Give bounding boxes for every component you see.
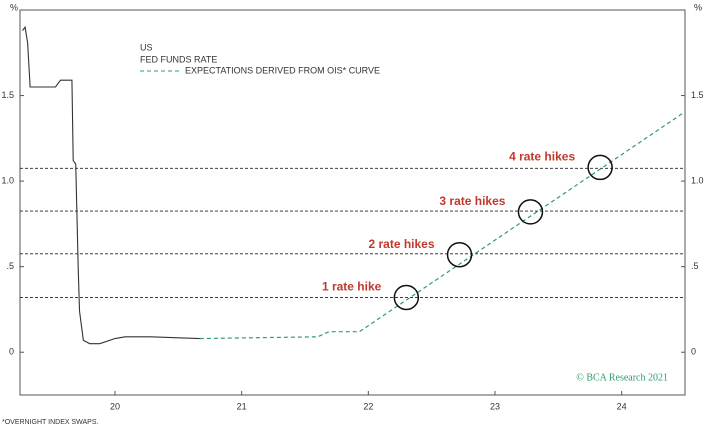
y-tick-label: 1.0 [1,175,14,185]
x-tick-label: 23 [490,401,500,411]
annotation-circle [393,284,420,311]
source: © BCA Research 2021 [576,372,668,383]
y-tick-label-right: 0 [691,347,696,357]
annotation-circle [517,199,544,225]
annotation: 2 rate hikes [368,237,434,251]
legend-title: US [140,42,153,52]
x-tick-label: 20 [110,401,120,411]
y-unit-left: % [10,2,18,12]
annotation: 4 rate hikes [509,150,575,164]
plot-frame [19,9,686,396]
x-tick-label: 24 [617,401,627,411]
y-tick-label-right: .5 [691,261,699,271]
y-tick-label: 0 [9,347,14,357]
y-tick-label: 1.5 [1,90,14,100]
y-tick-label: .5 [6,261,14,271]
series-line [22,25,200,345]
annotation-circle [587,154,613,181]
x-tick-label: 21 [237,401,247,411]
y-tick-label-right: 1.5 [691,90,704,100]
annotation-circle [446,241,473,268]
annotation: 3 rate hikes [439,194,505,208]
legend-label: EXPECTATIONS DERIVED FROM OIS* CURVE [185,65,380,75]
y-unit-right: % [694,2,702,12]
annotation: 1 rate hike [322,280,382,294]
footnote: *OVERNIGHT INDEX SWAPS. [2,419,99,426]
legend-label: FED FUNDS RATE [140,54,217,64]
y-tick-label-right: 1.0 [691,175,704,185]
x-tick-label: 22 [363,401,373,411]
series-line [199,112,685,340]
